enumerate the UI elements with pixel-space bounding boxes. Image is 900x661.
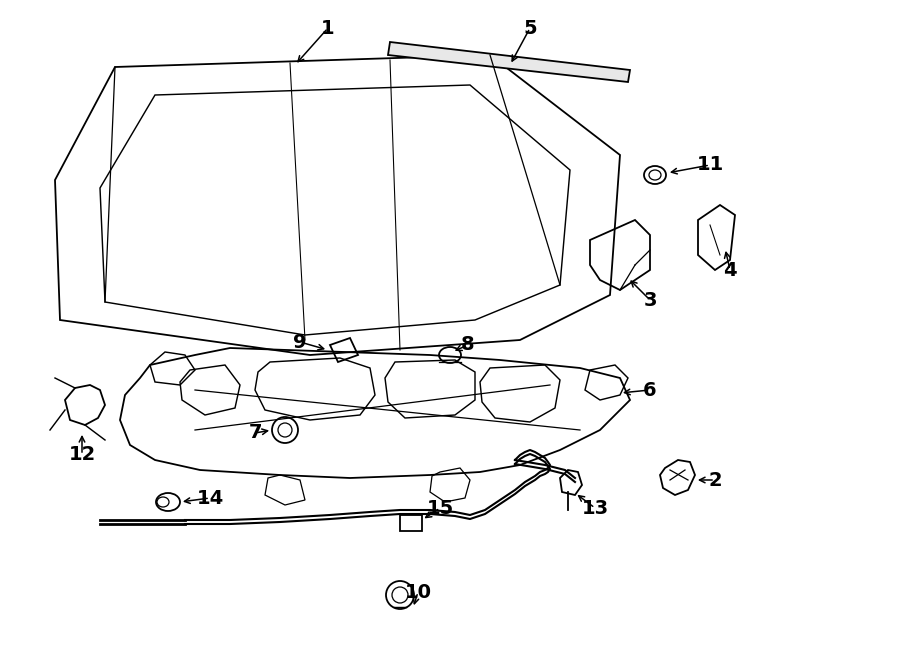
Bar — [400, 515, 422, 531]
Text: 7: 7 — [248, 424, 262, 442]
Text: 10: 10 — [404, 582, 431, 602]
Text: 2: 2 — [708, 471, 722, 490]
Text: 15: 15 — [427, 498, 454, 518]
Text: 1: 1 — [321, 19, 335, 38]
Text: 3: 3 — [644, 290, 657, 309]
Text: 9: 9 — [293, 332, 307, 352]
Polygon shape — [388, 42, 630, 82]
Text: 6: 6 — [644, 381, 657, 399]
Text: 8: 8 — [461, 336, 475, 354]
Text: 4: 4 — [724, 260, 737, 280]
Text: 12: 12 — [68, 446, 95, 465]
Text: 14: 14 — [196, 488, 223, 508]
Text: 11: 11 — [697, 155, 724, 175]
Text: 5: 5 — [523, 19, 536, 38]
Text: 13: 13 — [581, 498, 608, 518]
